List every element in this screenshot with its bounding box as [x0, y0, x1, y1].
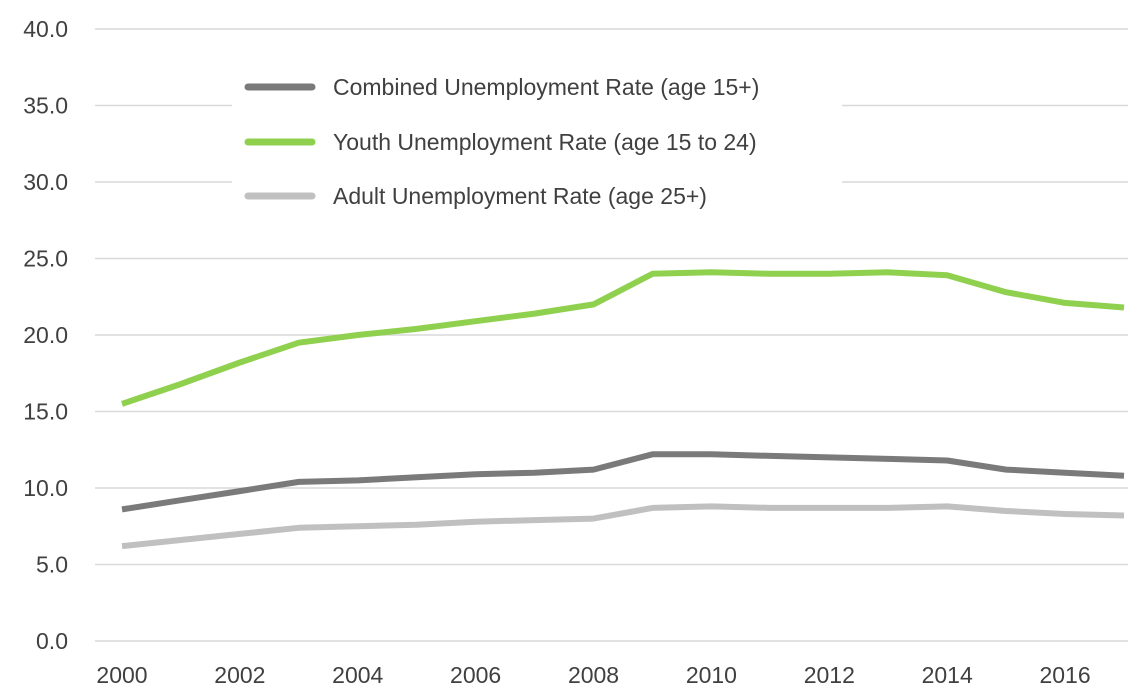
y-tick-label: 10.0: [23, 475, 68, 501]
y-tick-label: 20.0: [23, 322, 68, 348]
y-tick-label: 5.0: [36, 552, 68, 578]
x-tick-label: 2012: [804, 662, 855, 688]
x-tick-label: 2004: [332, 662, 383, 688]
y-tick-label: 30.0: [23, 169, 68, 195]
series-lines: [121, 269, 1125, 550]
legend: Combined Unemployment Rate (age 15+) Yout…: [232, 62, 842, 222]
x-tick-label: 2008: [568, 662, 619, 688]
x-tick-label: 2014: [922, 662, 973, 688]
y-tick-label: 15.0: [23, 399, 68, 425]
series-line-1: [121, 269, 1125, 407]
y-tick-label: 35.0: [23, 93, 68, 119]
series-line-0: [121, 451, 1125, 513]
x-tick-label: 2006: [450, 662, 501, 688]
y-tick-label: 25.0: [23, 246, 68, 272]
legend-background: [232, 62, 842, 222]
y-axis-tick-labels: 0.0 5.0 10.0 15.0 20.0 25.0 30.0 35.0 40.0: [23, 16, 68, 654]
series-line-2: [121, 503, 1125, 550]
legend-label-0: Combined Unemployment Rate (age 15+): [333, 74, 759, 100]
x-tick-label: 2000: [96, 662, 147, 688]
legend-label-2: Adult Unemployment Rate (age 25+): [333, 183, 707, 209]
y-tick-label: 40.0: [23, 16, 68, 42]
x-tick-label: 2010: [686, 662, 737, 688]
x-axis-tick-labels: 2000 2002 2004 2006 2008 2010 2012 2014 2016: [96, 662, 1090, 688]
y-tick-label: 0.0: [36, 628, 68, 654]
x-tick-label: 2002: [214, 662, 265, 688]
x-tick-label: 2016: [1039, 662, 1090, 688]
legend-label-1: Youth Unemployment Rate (age 15 to 24): [333, 129, 757, 155]
